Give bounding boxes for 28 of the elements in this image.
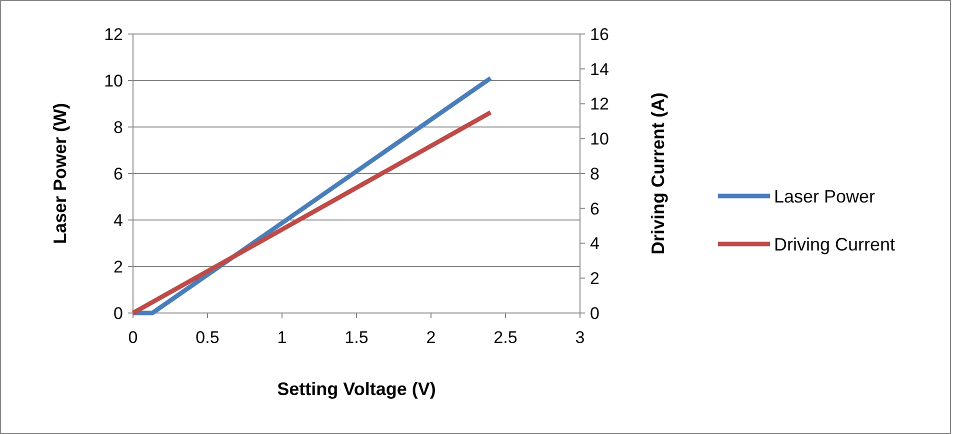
x-axis-title: Setting Voltage (V) [277,379,436,399]
y2-tick-label: 12 [590,94,609,114]
y2-tick-label: 10 [590,130,609,149]
y2-tick-label: 14 [590,60,609,79]
y2-tick-label: 2 [590,269,600,288]
y-tick-label: 4 [114,210,123,230]
y2-tick-label: 0 [590,304,600,323]
y-tick-label: 6 [114,164,123,184]
legend-label: Driving Current [774,234,896,254]
x-tick-label: 2.5 [494,328,518,347]
x-tick-label: 2 [426,328,436,347]
y2-tick-label: 4 [590,234,600,254]
y-tick-label: 10 [104,71,123,90]
x-tick-label: 3 [575,328,585,347]
y2-tick-label: 16 [590,24,609,44]
legend-label: Laser Power [774,186,876,206]
y2-tick-label: 6 [590,199,600,218]
y2-tick-label: 8 [590,164,600,184]
y-tick-label: 8 [114,118,123,137]
y-tick-label: 12 [104,24,123,44]
y-tick-label: 2 [114,257,123,276]
y-tick-label: 0 [114,304,123,323]
x-tick-label: 0.5 [196,328,220,347]
x-tick-label: 0 [128,328,138,347]
x-tick-label: 1 [277,328,287,347]
y-axis-title: Laser Power (W) [50,102,70,244]
y2-axis-title: Driving Current (A) [648,92,668,254]
x-tick-label: 1.5 [344,328,368,347]
